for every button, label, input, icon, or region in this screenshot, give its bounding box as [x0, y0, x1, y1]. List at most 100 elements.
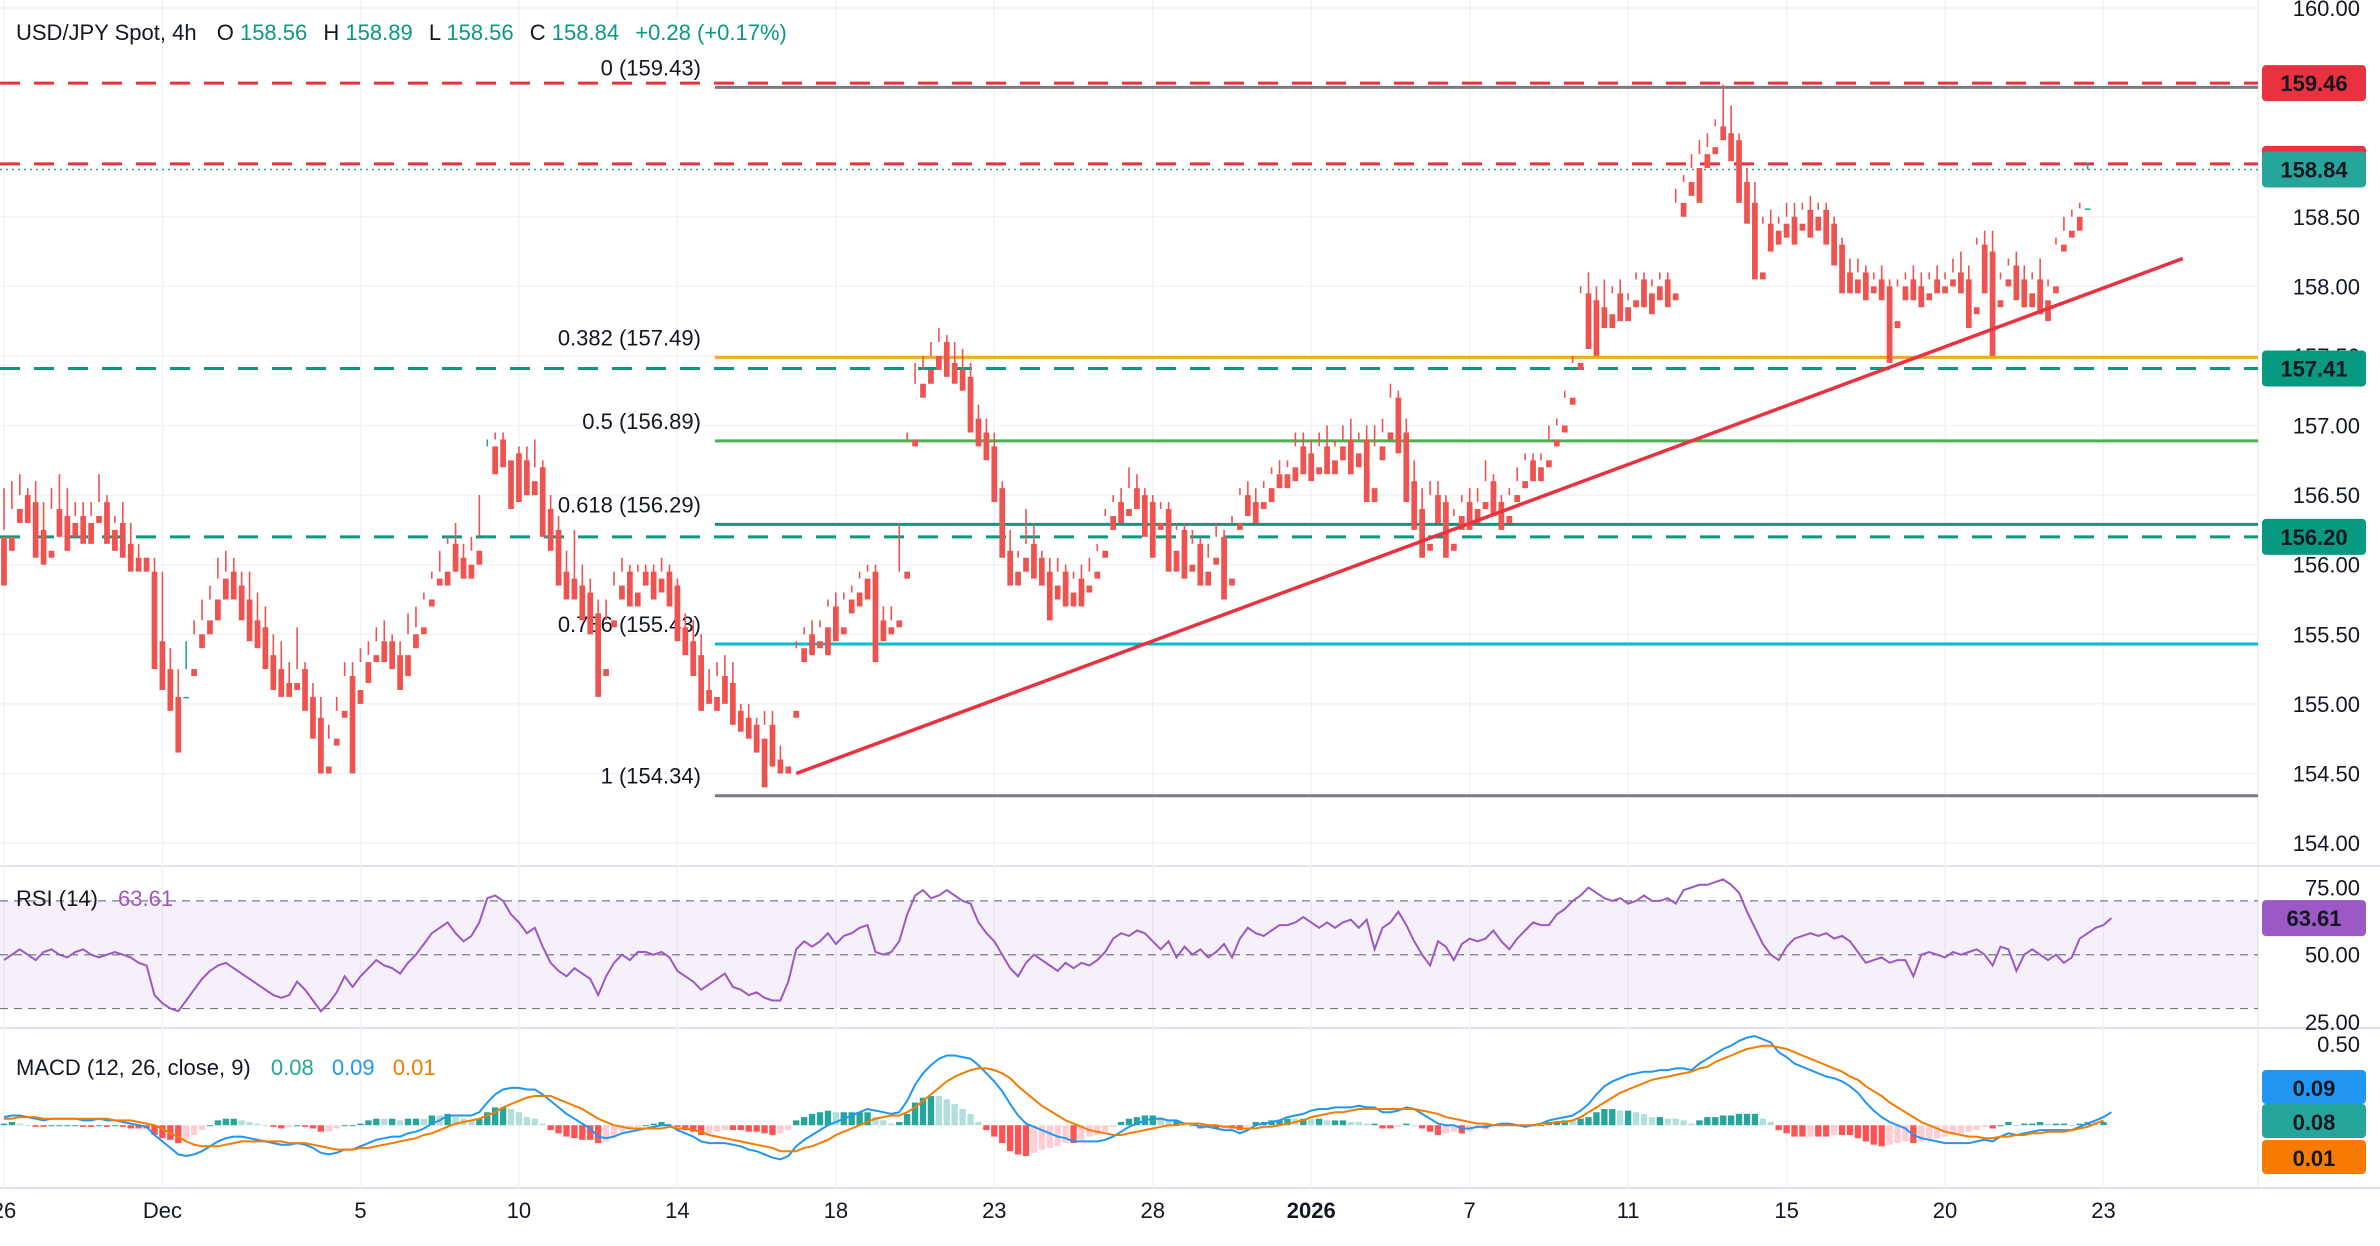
- candle-body: [1585, 293, 1592, 349]
- candle-body: [119, 522, 126, 558]
- macd-histogram-bar: [1989, 1125, 1996, 1129]
- macd-histogram-bar: [595, 1125, 602, 1144]
- candle-body: [1664, 279, 1671, 308]
- candle-body: [159, 641, 166, 690]
- macd-histogram-bar: [1648, 1117, 1656, 1126]
- candle-body: [1435, 495, 1441, 523]
- macd-histogram-bar: [357, 1123, 364, 1126]
- time-tick-label: 5: [354, 1198, 366, 1223]
- candle-body: [1252, 502, 1259, 523]
- candle-body: [1577, 362, 1584, 370]
- candle-body: [1126, 509, 1132, 516]
- macd-histogram-bar: [1601, 1109, 1608, 1126]
- level-price-badge: [2262, 518, 2366, 555]
- macd-histogram-bar: [190, 1125, 198, 1135]
- candle-body: [1340, 446, 1346, 461]
- candle-body: [191, 669, 197, 677]
- macd-histogram-bar: [499, 1107, 507, 1126]
- macd-histogram-bar: [1926, 1125, 1933, 1140]
- candle-body: [1965, 279, 1972, 329]
- macd-signal-value: 0.01: [393, 1055, 436, 1080]
- macd-histogram-bar: [1918, 1125, 1925, 1142]
- candle-body: [983, 432, 990, 461]
- macd-histogram-bar: [476, 1118, 483, 1126]
- macd-histogram-bar: [0, 1123, 8, 1126]
- macd-histogram-bar: [198, 1125, 206, 1131]
- candle-body: [714, 696, 720, 711]
- candle-body: [1934, 279, 1940, 294]
- macd-histogram-bar: [745, 1125, 752, 1132]
- candle-body: [1870, 286, 1877, 294]
- macd-histogram-bar: [262, 1125, 269, 1127]
- candle-body: [587, 592, 594, 635]
- macd-histogram-bar: [1838, 1125, 1846, 1135]
- macd-histogram-bar: [48, 1125, 55, 1127]
- axis-layer: 160.00158.50158.00157.50157.00156.50156.…: [0, 0, 2366, 1223]
- macd-histogram-bar: [2076, 1123, 2083, 1126]
- candle-body: [1181, 529, 1188, 579]
- macd-histogram-bar: [1767, 1121, 1774, 1126]
- macd-histogram-bar: [1862, 1125, 1869, 1142]
- candle-body: [1474, 509, 1481, 523]
- time-tick-label: 15: [1774, 1198, 1798, 1223]
- candle-body: [1411, 481, 1418, 530]
- macd-histogram-bar: [1276, 1120, 1283, 1126]
- candle-body: [1815, 216, 1822, 231]
- candle-body: [1950, 279, 1956, 287]
- candle-body: [1942, 286, 1948, 294]
- macd-histogram-bar: [1062, 1125, 1069, 1144]
- candle-body: [1102, 550, 1109, 558]
- macd-histogram-bar: [1038, 1125, 1046, 1150]
- macd-histogram-bar: [1593, 1112, 1600, 1126]
- macd-histogram-bar: [1379, 1125, 1386, 1129]
- candle-body: [1807, 209, 1814, 238]
- macd-histogram-bar: [967, 1113, 974, 1126]
- candle-body: [468, 564, 475, 579]
- macd-histogram-bar: [1371, 1123, 1378, 1126]
- candle-body: [112, 529, 118, 551]
- macd-histogram-bar: [943, 1099, 950, 1126]
- macd-histogram-bar: [555, 1125, 562, 1134]
- candle-body: [1553, 439, 1560, 447]
- macd-histogram-bar: [1553, 1121, 1561, 1126]
- candle-body: [730, 682, 736, 725]
- candle-body: [793, 710, 800, 718]
- macd-histogram-bar: [1331, 1120, 1339, 1126]
- price-tick-label: 156.00: [2293, 553, 2360, 578]
- macd-histogram-bar: [349, 1125, 356, 1127]
- candle-body: [888, 627, 895, 635]
- candle-body: [991, 446, 998, 503]
- candle-body: [476, 550, 483, 565]
- candle-body: [349, 676, 356, 774]
- macd-histogram-bar: [531, 1118, 538, 1126]
- candle-body: [539, 467, 546, 537]
- candle-body: [357, 689, 364, 704]
- macd-histogram-bar: [1149, 1115, 1156, 1126]
- price-tick-label: 155.00: [2293, 692, 2360, 717]
- candle-body: [951, 362, 958, 384]
- time-tick-label: 23: [982, 1198, 1006, 1223]
- macd-histogram-bar: [1632, 1112, 1640, 1126]
- macd-histogram-bar: [159, 1125, 166, 1139]
- macd-histogram-bar: [1165, 1120, 1172, 1126]
- candle-body: [650, 571, 657, 600]
- candle-body: [246, 599, 253, 642]
- macd-histogram-bar: [1688, 1123, 1695, 1126]
- macd-histogram-bar: [753, 1125, 760, 1132]
- macd-histogram-bar: [1434, 1125, 1442, 1135]
- macd-hist-value: 0.08: [271, 1055, 314, 1080]
- macd-histogram-bar: [547, 1125, 554, 1131]
- rsi-label: RSI (14): [16, 886, 98, 911]
- macd-histogram-bar: [1664, 1118, 1671, 1126]
- candle-body: [1443, 502, 1449, 558]
- macd-histogram-bar: [1403, 1123, 1410, 1126]
- time-tick-label: 7: [1464, 1198, 1476, 1223]
- candle-body: [1427, 543, 1433, 551]
- candle-body: [508, 460, 514, 510]
- macd-histogram-bar: [991, 1125, 998, 1137]
- macd-histogram-bar: [602, 1125, 610, 1142]
- price-tick-label: 160.00: [2293, 0, 2360, 21]
- macd-histogram-bar: [737, 1125, 744, 1131]
- candle-body: [310, 696, 316, 739]
- candle-body: [785, 766, 792, 774]
